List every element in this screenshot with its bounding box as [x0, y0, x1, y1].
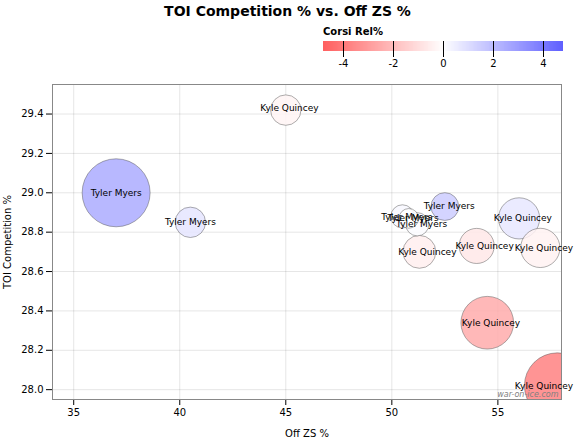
svg-text:TOI Competition %: TOI Competition %	[2, 195, 13, 290]
svg-text:Tyler Myers: Tyler Myers	[164, 217, 216, 227]
svg-text:28.2: 28.2	[21, 344, 43, 355]
svg-text:40: 40	[173, 407, 186, 418]
svg-text:28.6: 28.6	[21, 266, 43, 277]
svg-text:4: 4	[540, 58, 546, 69]
svg-text:29.0: 29.0	[21, 187, 43, 198]
svg-text:29.2: 29.2	[21, 148, 43, 159]
svg-text:war-on-ice.com: war-on-ice.com	[497, 390, 558, 399]
svg-text:28.8: 28.8	[21, 226, 43, 237]
svg-text:Tyler Myers: Tyler Myers	[90, 188, 142, 198]
svg-text:0: 0	[440, 58, 446, 69]
svg-text:50: 50	[385, 407, 398, 418]
svg-text:35: 35	[67, 407, 80, 418]
svg-text:29.4: 29.4	[21, 108, 43, 119]
svg-text:Tyler Myers: Tyler Myers	[387, 213, 439, 223]
svg-text:Corsi Rel%: Corsi Rel%	[323, 26, 383, 37]
svg-text:Kyle Quincey: Kyle Quincey	[494, 213, 553, 223]
svg-text:Tyler Myers: Tyler Myers	[396, 219, 448, 230]
svg-text:Kyle Quincey: Kyle Quincey	[398, 247, 457, 257]
svg-text:45: 45	[279, 407, 292, 418]
svg-text:55: 55	[492, 407, 505, 418]
svg-text:28.0: 28.0	[21, 384, 43, 395]
svg-text:Kyle Quincey: Kyle Quincey	[455, 241, 514, 251]
svg-text:28.4: 28.4	[21, 305, 43, 316]
svg-text:-4: -4	[339, 58, 349, 69]
html-text:TOI Competition % vs. Off ZS %: TOI Competition % vs. Off ZS %	[164, 3, 411, 19]
svg-text:-2: -2	[389, 58, 399, 69]
svg-text:Kyle Quincey: Kyle Quincey	[462, 318, 521, 328]
svg-text:2: 2	[490, 58, 496, 69]
svg-text:Kyle Quincey: Kyle Quincey	[514, 380, 574, 391]
svg-text:Kyle Quincey: Kyle Quincey	[515, 243, 574, 253]
svg-text:Kyle Quincey: Kyle Quincey	[260, 103, 319, 113]
svg-text:Off ZS %: Off ZS %	[285, 428, 329, 439]
svg-text:Tyler Myers: Tyler Myers	[423, 201, 475, 211]
